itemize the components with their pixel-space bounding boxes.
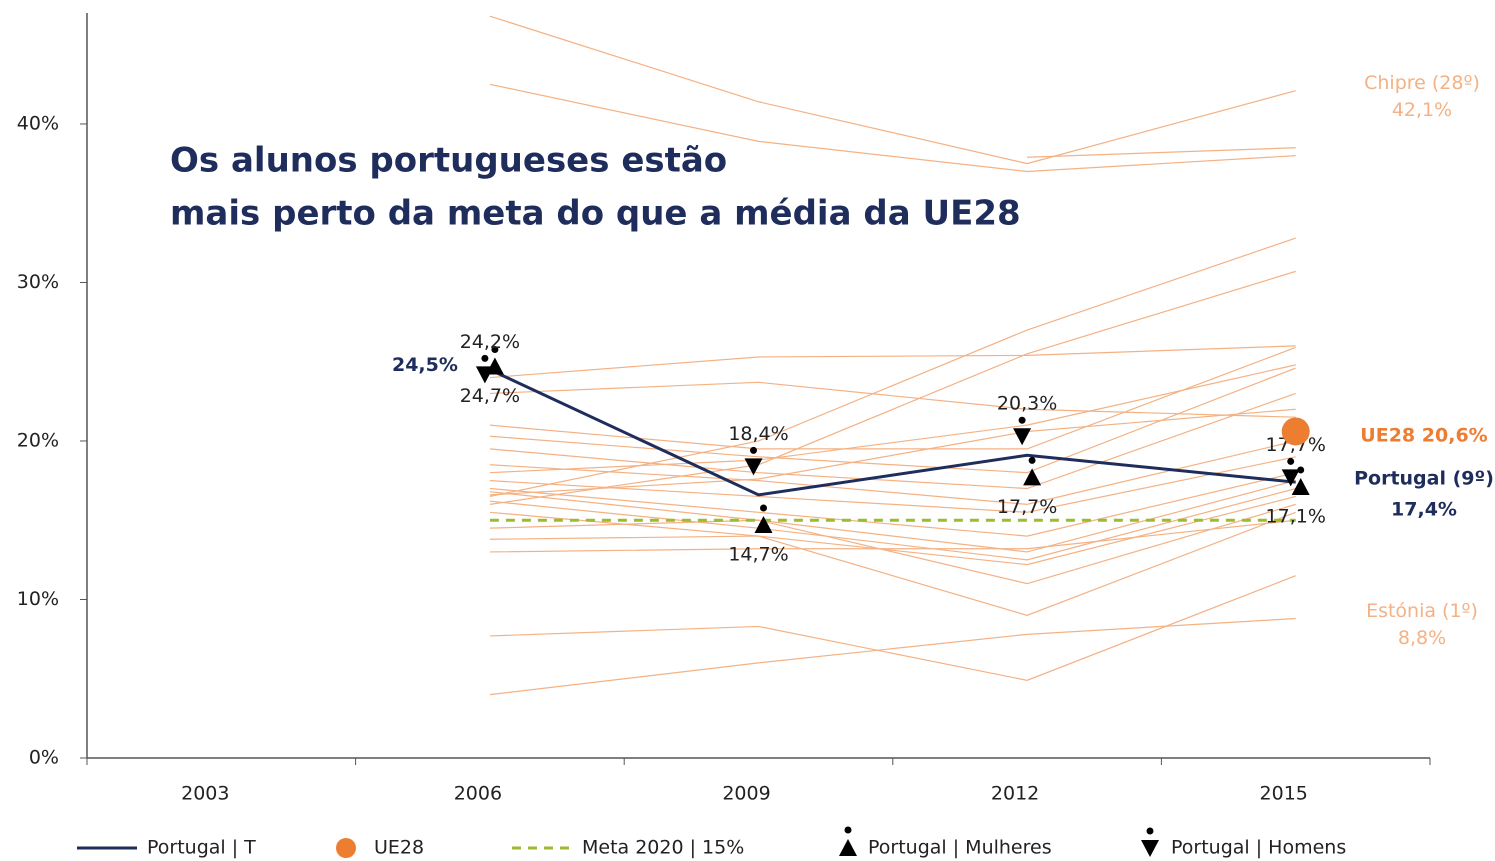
country-line <box>489 440 1296 505</box>
y-tick-label: 0% <box>29 747 59 769</box>
legend-label: Portugal | Homens <box>1171 837 1346 859</box>
marker-dot <box>1297 466 1305 474</box>
value-label: 14,7% <box>728 543 788 565</box>
marker-ue28 <box>1281 417 1310 446</box>
x-tick-label: 2012 <box>991 783 1039 805</box>
country-line <box>489 346 1296 450</box>
chart-title: Os alunos portugueses estão <box>170 141 727 181</box>
marker-dot <box>481 354 489 362</box>
country-label: Chipre (28º) <box>1364 72 1480 94</box>
y-tick-label: 20% <box>17 429 59 451</box>
country-line <box>489 367 1296 474</box>
legend-swatch <box>1141 840 1159 857</box>
series-line <box>489 368 1296 497</box>
value-label: 24,5% <box>392 354 458 376</box>
country-line <box>489 270 1296 505</box>
country-line <box>489 345 1296 379</box>
ue28-value: 20,6% <box>1422 424 1488 446</box>
country-line <box>489 503 1296 585</box>
value-label: 20,3% <box>997 393 1057 415</box>
end-value-label: 17,4% <box>1391 499 1457 521</box>
y-tick-label: 10% <box>17 588 59 610</box>
legend-swatch <box>336 838 356 858</box>
legend-label: UE28 <box>374 837 424 859</box>
x-tick-label: 2006 <box>454 783 502 805</box>
x-tick-label: 2015 <box>1260 783 1308 805</box>
legend-swatch <box>839 839 857 856</box>
marker-dot <box>491 345 499 353</box>
marker-men <box>1281 469 1300 487</box>
country-line <box>489 15 1296 165</box>
y-tick-label: 40% <box>17 112 59 134</box>
y-tick-label: 30% <box>17 271 59 293</box>
value-label: 24,2% <box>460 331 520 353</box>
country-line <box>489 617 1296 696</box>
marker-dot <box>1287 457 1295 465</box>
country-value-label: 42,1% <box>1392 99 1452 121</box>
country-line <box>489 364 1296 474</box>
legend-label: Portugal | Mulheres <box>868 837 1052 859</box>
country-line <box>489 408 1296 496</box>
ue28-name: UE28 <box>1360 424 1415 446</box>
country-line <box>489 83 1296 173</box>
country-line <box>489 480 1296 553</box>
legend-label: Portugal | T <box>147 837 256 859</box>
marker-men <box>744 458 763 476</box>
marker-dot <box>760 504 767 512</box>
country-line <box>489 392 1296 490</box>
country-line <box>489 519 1296 553</box>
marker-women <box>1291 477 1310 495</box>
value-label: 17,1% <box>1266 505 1326 527</box>
marker-men <box>1013 428 1032 446</box>
legend-dot <box>1146 827 1154 835</box>
legend-label: Meta 2020 | 15% <box>582 837 744 859</box>
country-line <box>489 237 1296 498</box>
legend-dot <box>844 826 852 834</box>
x-tick-label: 2009 <box>722 783 770 805</box>
country-line <box>489 575 1296 681</box>
country-value-label: 8,8% <box>1398 627 1446 649</box>
country-line <box>489 381 1296 418</box>
country-line <box>489 472 1296 537</box>
chart-title: mais perto da meta do que a média da UE2… <box>170 194 1021 234</box>
marker-men <box>475 366 494 384</box>
marker-dot <box>1028 456 1036 464</box>
value-label: 24,7% <box>460 385 520 407</box>
ue28-label: UE28 20,6% <box>1360 424 1487 446</box>
x-tick-label: 2003 <box>181 783 229 805</box>
marker-dot <box>750 446 757 454</box>
marker-women <box>754 515 773 533</box>
marker-women <box>1023 468 1042 486</box>
country-line <box>489 487 1296 561</box>
country-line <box>1027 147 1296 158</box>
value-label: 17,7% <box>997 496 1057 518</box>
country-label: Estónia (1º) <box>1366 600 1478 622</box>
value-label: 18,4% <box>728 423 788 445</box>
country-line <box>489 495 1296 566</box>
end-label: Portugal (9º) <box>1354 468 1494 490</box>
country-line <box>489 456 1296 513</box>
country-line <box>489 511 1296 616</box>
marker-dot <box>1018 416 1026 424</box>
